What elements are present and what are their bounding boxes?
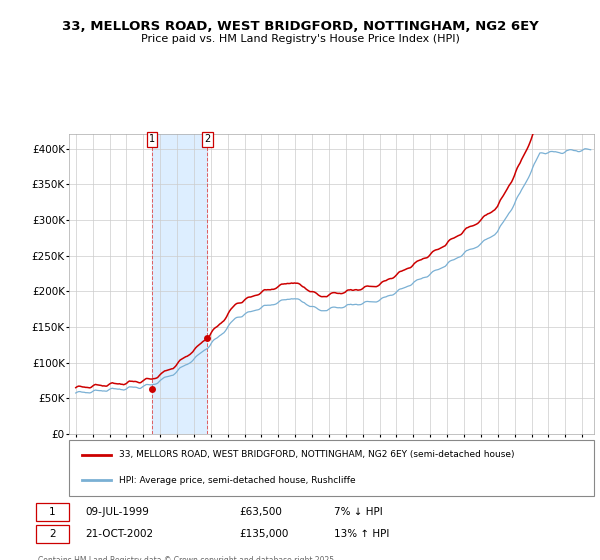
Text: £135,000: £135,000 <box>240 529 289 539</box>
Bar <box>152 134 208 434</box>
Text: 21-OCT-2002: 21-OCT-2002 <box>85 529 154 539</box>
Text: 1: 1 <box>49 507 55 517</box>
Text: HPI: Average price, semi-detached house, Rushcliffe: HPI: Average price, semi-detached house,… <box>119 476 355 485</box>
FancyBboxPatch shape <box>35 525 68 543</box>
Text: 2: 2 <box>204 134 211 144</box>
Text: 7% ↓ HPI: 7% ↓ HPI <box>334 507 382 517</box>
Text: 1: 1 <box>149 134 155 144</box>
Text: 2: 2 <box>49 529 55 539</box>
FancyBboxPatch shape <box>35 503 68 521</box>
Text: Contains HM Land Registry data © Crown copyright and database right 2025.
This d: Contains HM Land Registry data © Crown c… <box>38 556 337 560</box>
Text: £63,500: £63,500 <box>240 507 283 517</box>
Text: 33, MELLORS ROAD, WEST BRIDGFORD, NOTTINGHAM, NG2 6EY: 33, MELLORS ROAD, WEST BRIDGFORD, NOTTIN… <box>62 20 538 32</box>
Text: Price paid vs. HM Land Registry's House Price Index (HPI): Price paid vs. HM Land Registry's House … <box>140 34 460 44</box>
Text: 09-JUL-1999: 09-JUL-1999 <box>85 507 149 517</box>
Text: 33, MELLORS ROAD, WEST BRIDGFORD, NOTTINGHAM, NG2 6EY (semi-detached house): 33, MELLORS ROAD, WEST BRIDGFORD, NOTTIN… <box>119 450 514 459</box>
Text: 13% ↑ HPI: 13% ↑ HPI <box>334 529 389 539</box>
